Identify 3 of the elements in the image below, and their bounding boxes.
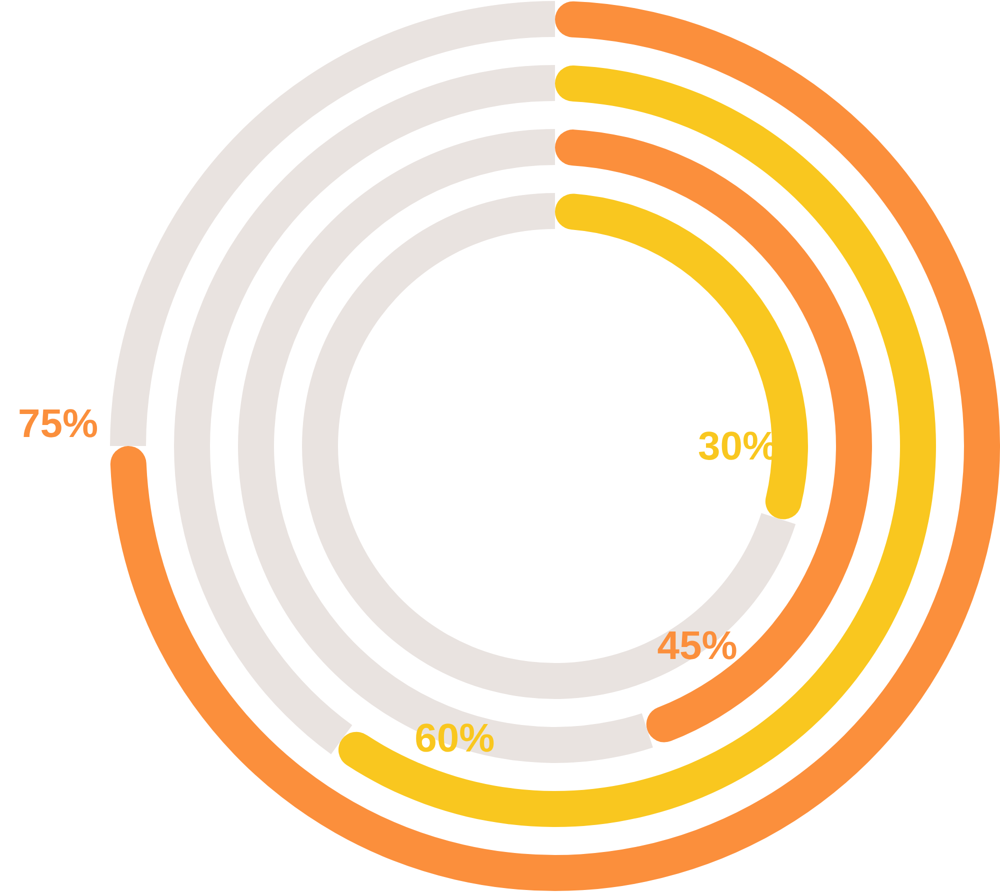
data-label: 45%: [657, 624, 738, 668]
data-label: 60%: [414, 716, 495, 760]
data-label: 75%: [18, 402, 98, 446]
